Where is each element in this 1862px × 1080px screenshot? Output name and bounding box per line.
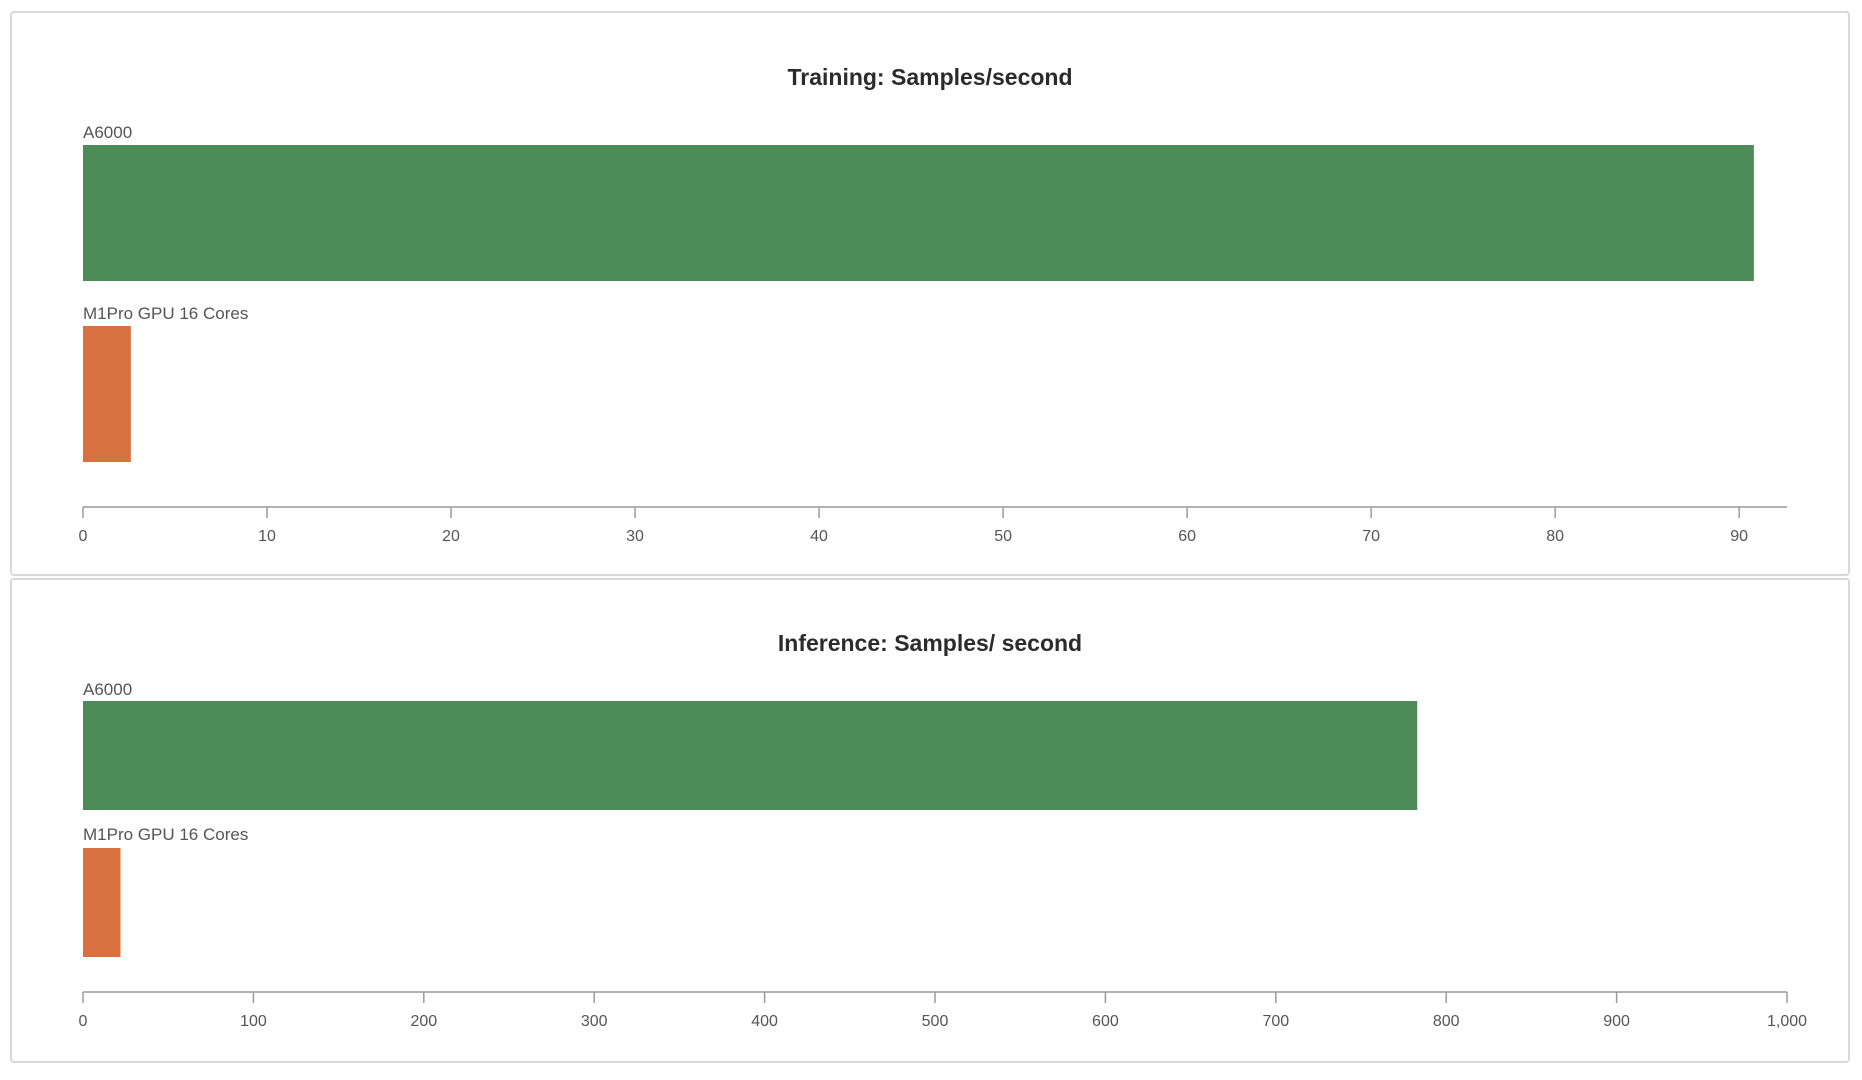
x-tick-label: 800 (1433, 1013, 1460, 1030)
chart-title: Training: Samples/second (787, 64, 1072, 90)
inference-chart-panel: Inference: Samples/ second A6000 M1Pro GP… (10, 578, 1850, 1063)
x-tick-label: 700 (1262, 1013, 1289, 1030)
bar[interactable] (83, 701, 1418, 810)
x-tick-label: 600 (1092, 1013, 1119, 1030)
training-chart-panel: Training: Samples/second A6000 M1Pro GPU … (10, 11, 1850, 576)
x-tick-label: 900 (1603, 1013, 1630, 1030)
x-tick-label: 30 (626, 528, 644, 545)
x-tick-label: 20 (442, 528, 460, 545)
training-chart: Training: Samples/second A6000 M1Pro GPU … (79, 64, 1787, 545)
x-tick-label: 300 (581, 1013, 608, 1030)
bar[interactable] (83, 145, 1754, 281)
x-tick-label: 400 (751, 1013, 778, 1030)
x-tick-label: 60 (1178, 528, 1196, 545)
bar-label: M1Pro GPU 16 Cores (83, 825, 248, 844)
x-tick-label: 0 (79, 1013, 88, 1030)
x-tick-label: 100 (240, 1013, 267, 1030)
bar-label: A6000 (83, 680, 132, 699)
x-tick-label: 50 (994, 528, 1012, 545)
x-tick-label: 1,000 (1767, 1013, 1807, 1030)
inference-chart: Inference: Samples/ second A6000 M1Pro GP… (79, 630, 1808, 1030)
chart-title: Inference: Samples/ second (778, 630, 1082, 656)
x-tick-label: 90 (1730, 528, 1748, 545)
x-tick-label: 70 (1362, 528, 1380, 545)
x-tick-label: 80 (1546, 528, 1564, 545)
bar[interactable] (83, 326, 131, 462)
x-tick-label: 200 (410, 1013, 437, 1030)
bar-label: M1Pro GPU 16 Cores (83, 304, 248, 323)
x-tick-label: 40 (810, 528, 828, 545)
bar[interactable] (83, 848, 121, 957)
x-tick-label: 500 (922, 1013, 949, 1030)
x-tick-label: 10 (258, 528, 276, 545)
bar-label: A6000 (83, 123, 132, 142)
x-tick-label: 0 (79, 528, 88, 545)
